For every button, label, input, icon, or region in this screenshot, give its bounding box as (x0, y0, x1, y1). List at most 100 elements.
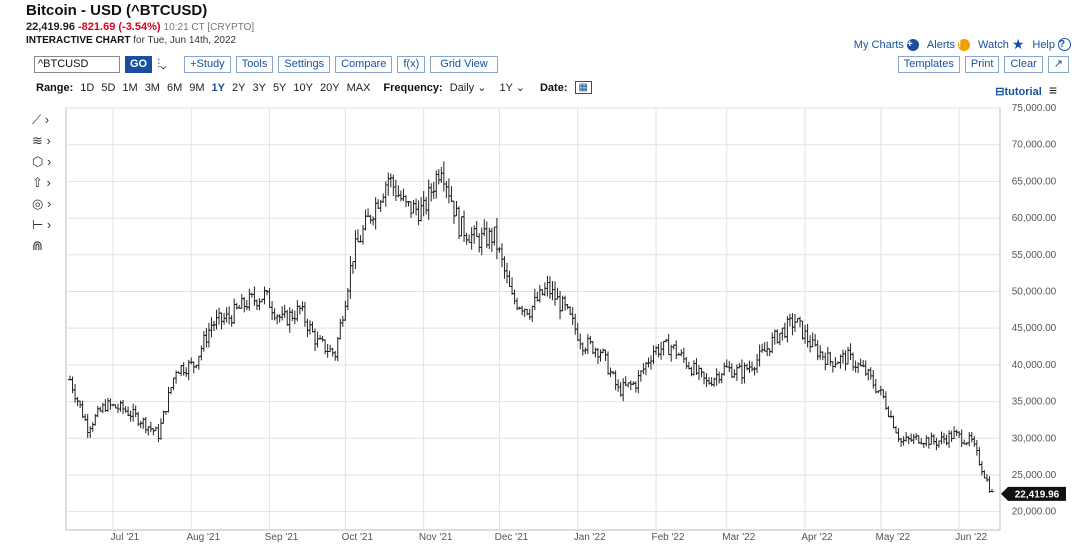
ohlc-bar (558, 290, 563, 320)
ohlc-bar (100, 402, 105, 414)
symbol-input[interactable]: ^BTCUSD (34, 56, 120, 73)
ohlc-bar (115, 403, 120, 413)
last-price-label: 22,419.96 (1015, 489, 1060, 500)
ohlc-bar (158, 418, 163, 440)
shape-tool-icon[interactable]: ⬡ › (32, 154, 52, 169)
measure-tool-icon[interactable]: ⊢ › (32, 217, 52, 232)
ohlc-bar (974, 440, 979, 456)
line-tool-icon[interactable]: ⟋ › (32, 112, 50, 127)
ohlc-bar (825, 346, 830, 365)
ohlc-bar (396, 185, 401, 198)
ohlc-bar (118, 400, 123, 412)
ohlc-bar (767, 348, 772, 357)
annotation-tool-icon[interactable]: ◎ › (32, 196, 52, 211)
watch-link[interactable]: Watch ★ (978, 36, 1025, 52)
ohlc-bar (277, 314, 282, 323)
y-tick-label: 60,000.00 (1012, 213, 1057, 224)
ohlc-bar (467, 234, 472, 243)
range-option-1m[interactable]: 1M (122, 81, 138, 94)
ohlc-bar (259, 298, 264, 303)
ohlc-bar (199, 345, 204, 361)
print-button[interactable]: Print (964, 56, 1000, 73)
ohlc-bar (237, 305, 242, 309)
ohlc-bar (307, 320, 312, 335)
ohlc-bar (371, 216, 376, 226)
ohlc-bar (70, 376, 75, 394)
frequency-select[interactable]: Daily ⌄ (449, 82, 487, 94)
range-option-6m[interactable]: 6M (166, 81, 183, 94)
ohlc-bar (426, 179, 431, 220)
magnet-icon[interactable]: ⋒ (32, 238, 43, 253)
ohlc-bar (128, 410, 133, 422)
range-option-1y[interactable]: 1Y (211, 81, 225, 94)
ohlc-bar (648, 355, 653, 370)
my-charts-link[interactable]: My Charts + (854, 38, 919, 51)
ohlc-bar (330, 347, 335, 357)
ohlc-bar (916, 435, 921, 444)
ohlc-bar (659, 341, 664, 360)
fib-tool-icon[interactable]: ≋ › (32, 133, 51, 148)
range-option-2y[interactable]: 2Y (232, 81, 246, 94)
compare-button[interactable]: Compare (335, 56, 393, 73)
ohlc-bar (669, 344, 674, 362)
ohlc-bar (732, 369, 737, 378)
ohlc-bar (512, 289, 517, 305)
range-option-5y[interactable]: 5Y (272, 81, 287, 94)
ohlc-bar (984, 474, 989, 482)
x-tick-label: Dec '21 (495, 532, 529, 543)
ohlc-bar (537, 284, 542, 303)
range-option-5d[interactable]: 5D (101, 81, 116, 94)
calendar-icon[interactable]: ▦ (574, 81, 592, 94)
fx-button[interactable]: f(x) (397, 56, 426, 73)
tutorial-link[interactable]: ⊟tutorial ≡ (995, 82, 1057, 98)
y-tick-label: 65,000.00 (1012, 176, 1057, 187)
tutorial-icon: ⊟ (995, 86, 1005, 98)
ohlc-bar (398, 190, 403, 202)
tools-button[interactable]: Tools (235, 56, 274, 73)
arrow-tool-icon[interactable]: ⇧ › (32, 175, 51, 190)
ohlc-bar (464, 232, 469, 245)
ohlc-bar (990, 488, 994, 493)
range-option-1d[interactable]: 1D (80, 81, 95, 94)
ohlc-bar (729, 363, 734, 378)
ohlc-bar (815, 340, 820, 361)
go-button[interactable]: GO (125, 56, 153, 73)
ohlc-bar (565, 303, 570, 310)
grid-view-button[interactable]: Grid View (430, 56, 498, 73)
ohlc-bar (712, 377, 717, 387)
ohlc-bar (676, 352, 681, 356)
study-button[interactable]: +Study (184, 56, 231, 73)
help-link[interactable]: Help? (1032, 38, 1071, 51)
bar-type-icon[interactable]: ⫶⌄ (157, 57, 167, 71)
period-select[interactable]: 1Y ⌄ (499, 82, 525, 94)
ohlc-bar (285, 309, 290, 326)
clear-button[interactable]: Clear (1004, 56, 1043, 73)
range-option-20y[interactable]: 20Y (319, 81, 340, 94)
templates-button[interactable]: Templates (897, 56, 960, 73)
ohlc-bar (739, 359, 744, 385)
range-option-3m[interactable]: 3M (144, 81, 160, 94)
settings-button[interactable]: Settings (278, 56, 331, 73)
ohlc-bar (593, 347, 598, 358)
ohlc-bar (345, 288, 350, 311)
range-option-9m[interactable]: 9M (189, 81, 205, 94)
ohlc-bar (704, 373, 709, 388)
alerts-link[interactable]: Alerts! (927, 38, 971, 51)
ohlc-bar (798, 316, 803, 328)
x-tick-label: Oct '21 (342, 532, 374, 543)
ohlc-bar (88, 425, 93, 438)
ohlc-bar (73, 383, 78, 403)
ohlc-bar (224, 307, 229, 323)
range-option-3y[interactable]: 3Y (252, 81, 266, 94)
range-option-10y[interactable]: 10Y (293, 81, 313, 94)
expand-icon[interactable]: ↗ (1047, 56, 1069, 73)
ohlc-bar (883, 391, 888, 410)
ohlc-bar (505, 262, 510, 284)
x-tick-label: Jul '21 (111, 532, 140, 543)
ohlc-bar (616, 379, 621, 392)
ohlc-bar (391, 174, 396, 197)
range-option-max[interactable]: MAX (346, 81, 371, 94)
menu-icon[interactable]: ≡ (1048, 82, 1057, 98)
ohlc-bar (643, 362, 648, 376)
ohlc-bar (229, 314, 234, 327)
